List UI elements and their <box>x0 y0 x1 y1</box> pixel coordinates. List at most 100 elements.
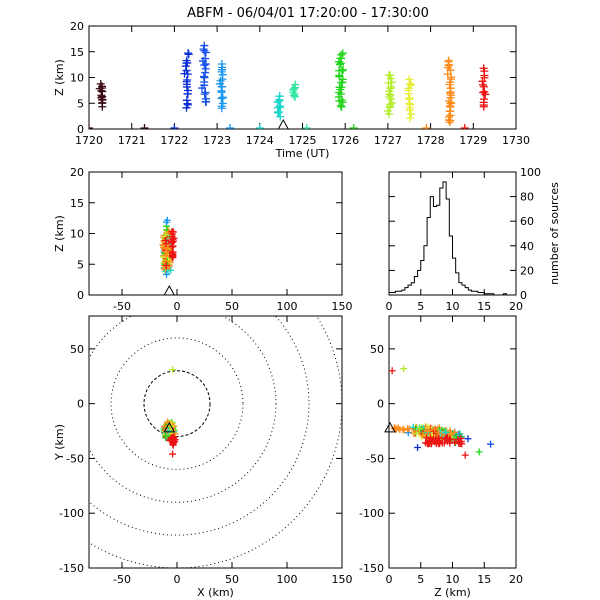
y-axis-label: Z (km) <box>53 215 66 252</box>
ground-source-marker <box>140 123 149 129</box>
ground-source-marker <box>302 123 311 129</box>
source-marker <box>169 254 177 262</box>
source-marker <box>200 90 209 99</box>
source-marker <box>216 76 225 85</box>
x-tick-label: 0 <box>386 300 393 313</box>
source-marker <box>407 81 416 90</box>
source-marker <box>383 106 392 115</box>
x-tick-label: 1730 <box>502 134 530 147</box>
y-tick-label: 15 <box>70 46 84 59</box>
source-marker <box>387 78 396 87</box>
source-marker <box>163 216 171 224</box>
source-marker <box>337 50 346 59</box>
source-marker <box>169 436 177 444</box>
source-marker <box>164 418 172 426</box>
y-tick-label: -150 <box>59 562 84 575</box>
range-ring <box>89 316 277 503</box>
x-tick-label: 15 <box>477 300 491 313</box>
source-marker <box>422 439 430 447</box>
source-marker <box>457 435 465 443</box>
ground-source-marker <box>422 123 431 129</box>
y-tick-label: 20 <box>70 166 84 179</box>
outlier-marker <box>169 450 177 458</box>
source-marker <box>406 79 415 88</box>
source-marker <box>167 266 175 274</box>
source-marker <box>336 90 345 99</box>
source-marker <box>406 100 415 109</box>
source-marker <box>339 65 348 74</box>
x-tick-label: 1723 <box>203 134 231 147</box>
y-tick-label: 15 <box>70 197 84 210</box>
y-tick-label: 100 <box>520 166 541 179</box>
source-marker <box>217 59 226 68</box>
x-tick-label: 0 <box>174 573 181 586</box>
source-marker <box>336 101 345 110</box>
station-marker <box>277 118 290 130</box>
x-tick-label: 100 <box>277 573 298 586</box>
source-marker <box>455 439 463 447</box>
source-marker <box>412 429 420 437</box>
source-marker <box>199 72 208 81</box>
source-marker <box>451 438 459 446</box>
x-axis-label: X (km) <box>197 586 234 599</box>
source-marker <box>405 425 413 433</box>
source-marker <box>442 428 450 436</box>
source-marker <box>338 49 347 58</box>
time_height-panel: 1720 1721 1722 1723 1724 1725 1726 1727 1728 1729… <box>53 20 530 160</box>
source-marker <box>405 93 414 102</box>
ground-source-marker <box>89 123 93 129</box>
source-marker <box>436 437 444 445</box>
source-marker <box>444 56 453 65</box>
source-marker <box>184 49 193 58</box>
x-tick-label: 5 <box>417 573 424 586</box>
source-marker <box>478 77 487 86</box>
source-marker <box>405 75 414 84</box>
source-marker <box>169 235 177 243</box>
source-marker <box>183 86 192 95</box>
source-marker <box>338 98 347 107</box>
source-marker <box>464 435 472 443</box>
source-marker <box>162 262 170 270</box>
source-marker <box>163 244 171 252</box>
x-tick-label: 1725 <box>289 134 317 147</box>
x-tick-label: 1729 <box>459 134 487 147</box>
source-marker <box>479 82 488 91</box>
y-tick-label: 10 <box>70 228 84 241</box>
source-marker <box>431 425 439 433</box>
y-axis-label: Y (km) <box>53 424 66 461</box>
x-tick-label: 1724 <box>246 134 274 147</box>
x-axis-label: Time (UT) <box>275 147 330 160</box>
source-marker <box>182 66 191 75</box>
range-ring <box>89 316 310 536</box>
source-marker <box>399 425 407 433</box>
source-marker <box>275 92 284 101</box>
source-marker <box>386 100 395 109</box>
outlier-marker <box>475 448 483 456</box>
source-marker <box>387 98 396 107</box>
source-marker <box>163 270 171 278</box>
y-tick-label: -50 <box>366 452 384 465</box>
x-tick-label: 150 <box>332 300 353 313</box>
x-tick-label: 50 <box>225 573 239 586</box>
x-tick-label: 1727 <box>374 134 402 147</box>
source-marker <box>289 84 298 93</box>
xz_view-frame <box>88 171 343 296</box>
y-tick-label: 0 <box>77 398 84 411</box>
x-tick-label: 20 <box>509 300 523 313</box>
source-marker <box>291 80 300 89</box>
station-marker <box>163 421 176 433</box>
histogram-line <box>389 181 516 295</box>
outlier-marker <box>487 440 495 448</box>
source-marker <box>161 257 169 265</box>
station-marker <box>163 284 176 296</box>
altitude_histogram-frame <box>388 171 517 296</box>
y-tick-label: -50 <box>66 452 84 465</box>
zy_view-panel: 0 5 10 15 20 -150 -100 -50 0 50 Z (km) <box>359 315 523 599</box>
range-ring <box>110 337 244 470</box>
outlier-marker <box>414 443 422 451</box>
y-tick-label: 20 <box>70 20 84 33</box>
source-marker <box>98 82 107 91</box>
source-marker <box>183 99 192 108</box>
